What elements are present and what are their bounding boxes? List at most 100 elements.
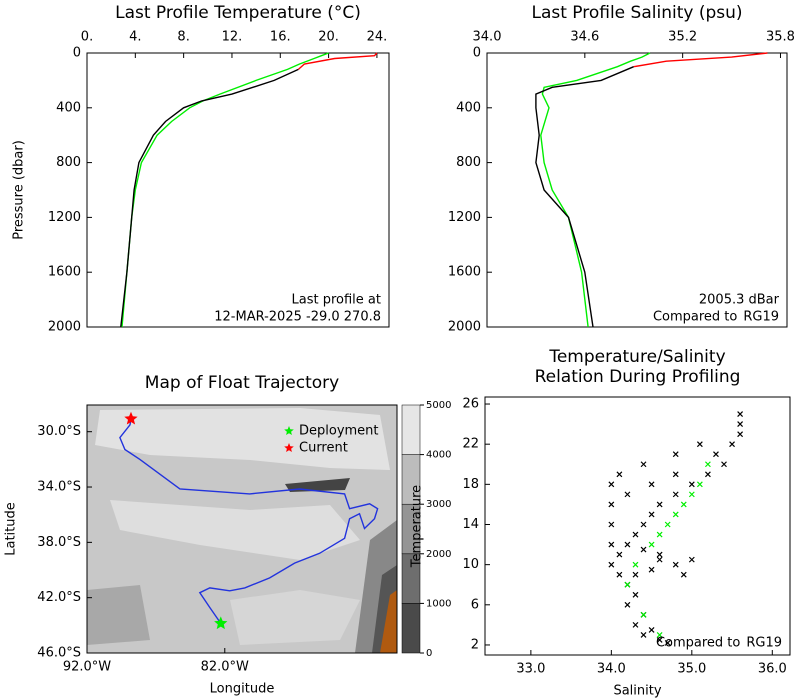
annotation: Last profile at	[292, 293, 381, 308]
legend-label: Current	[299, 441, 348, 456]
profile-line	[297, 52, 378, 70]
data-point	[632, 561, 639, 568]
reference-label: Compared to	[656, 636, 740, 651]
profile-line	[540, 52, 651, 328]
y-tick-label: 400	[456, 100, 481, 115]
y-tick-label: 1600	[48, 265, 81, 280]
data-point	[688, 491, 695, 498]
data-point	[648, 481, 655, 488]
data-point	[688, 481, 695, 488]
y-tick-label: 2000	[48, 320, 81, 335]
reference-name: RG19	[746, 636, 782, 651]
data-point	[656, 551, 663, 558]
colorbar-tick-label: 2000	[426, 549, 451, 560]
y-tick-label: 1600	[448, 265, 481, 280]
legend-marker	[284, 443, 294, 452]
x-tick-label: 16.	[270, 30, 291, 45]
plot-frame	[484, 396, 791, 656]
y-tick-label: 10	[462, 557, 479, 572]
x-tick-label: 24.	[367, 30, 388, 45]
data-point	[688, 556, 695, 563]
data-point	[632, 591, 639, 598]
data-point	[640, 611, 647, 618]
data-point	[672, 511, 679, 518]
legend-marker	[284, 426, 294, 435]
data-point	[608, 561, 615, 568]
plot-frame	[86, 52, 390, 328]
profile-line	[120, 68, 299, 328]
y-tick-label: 46.0°S	[37, 646, 81, 661]
data-point	[672, 471, 679, 478]
data-point	[737, 411, 744, 417]
x-tick-label: 12.	[222, 30, 243, 45]
chart-title: Last Profile Temperature (°C)	[115, 3, 361, 23]
trajectory	[119, 418, 379, 624]
annotation: 2005.3 dBar	[699, 293, 780, 308]
data-point	[737, 431, 744, 438]
data-point	[721, 461, 727, 468]
chart-title: Last Profile Salinity (psu)	[531, 3, 742, 23]
y-tick-label: 38.0°S	[37, 535, 81, 550]
data-point	[656, 531, 663, 538]
data-point	[648, 541, 655, 548]
reference-label: Compared to	[653, 310, 737, 325]
data-point	[656, 556, 663, 563]
y-tick-label: 800	[56, 155, 81, 170]
colorbar-tick-label: 1000	[426, 598, 451, 609]
y-tick-label: 30.0°S	[37, 424, 81, 439]
data-point	[680, 501, 687, 508]
y-axis-label: Latitude	[4, 502, 19, 556]
data-point	[664, 521, 671, 528]
chart-title: Map of Float Trajectory	[145, 373, 339, 393]
data-point	[672, 561, 679, 568]
data-point	[632, 531, 639, 538]
x-axis-label: Longitude	[210, 682, 275, 697]
data-point	[696, 441, 703, 448]
data-point	[640, 631, 647, 638]
map-background	[87, 405, 397, 653]
data-point	[648, 511, 655, 518]
data-point	[616, 571, 623, 578]
y-tick-label: 6	[471, 597, 479, 612]
y-tick-label: 22	[462, 437, 479, 452]
data-point	[624, 581, 631, 588]
y-tick-label: 14	[462, 517, 479, 532]
colorbar-tick-label: 3000	[426, 499, 451, 510]
y-tick-label: 34.0°S	[37, 480, 81, 495]
x-tick-label: 82.0°W	[201, 660, 249, 675]
x-tick-label: 35.2	[668, 30, 697, 45]
data-point	[640, 521, 647, 528]
x-tick-label: 34.0	[597, 662, 626, 677]
chart-title: Temperature/Salinity	[548, 347, 725, 367]
x-axis-label: Salinity	[613, 684, 661, 699]
x-tick-label: 92.0°W	[63, 660, 111, 675]
data-point	[696, 481, 703, 488]
data-point	[672, 491, 679, 498]
data-point	[608, 501, 615, 508]
data-point	[616, 551, 623, 558]
data-point	[704, 461, 711, 468]
data-point	[640, 546, 647, 553]
data-point	[664, 640, 671, 646]
data-point	[632, 571, 639, 578]
x-tick-label: 36.0	[758, 662, 787, 677]
colorbar-tick-label: 4000	[426, 450, 451, 461]
y-tick-label: 42.0°S	[37, 590, 81, 605]
y-tick-label: 400	[56, 100, 81, 115]
reference-name: RG19	[743, 310, 779, 325]
y-tick-label: 800	[456, 155, 481, 170]
x-tick-label: 8.	[177, 30, 189, 45]
data-point	[680, 571, 687, 578]
y-tick-label: 2	[471, 637, 479, 652]
colorbar-band	[401, 603, 421, 654]
x-tick-label: 0.	[81, 30, 93, 45]
data-point	[640, 461, 647, 468]
profile-line	[633, 52, 768, 68]
colorbar-tick-label: 0	[426, 648, 432, 659]
y-axis-label: Pressure (dbar)	[12, 140, 27, 240]
x-tick-label: 35.0	[677, 662, 706, 677]
data-point	[624, 491, 631, 498]
legend-label: Deployment	[299, 424, 379, 439]
data-point	[608, 521, 615, 528]
data-point	[713, 451, 719, 458]
